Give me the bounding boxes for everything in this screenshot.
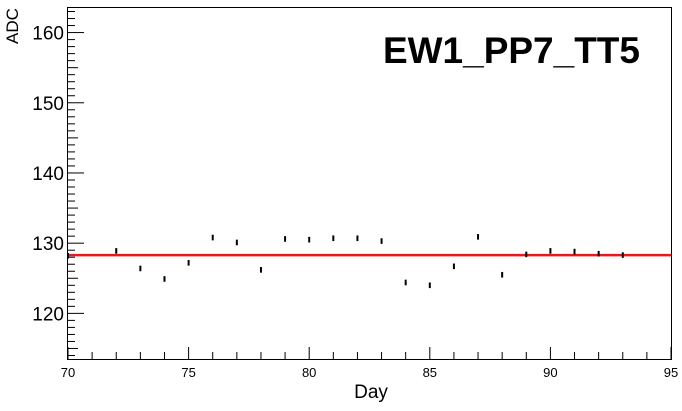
y-tick-label: 140 [32,164,64,185]
x-tick-label: 85 [423,365,437,380]
plot-frame [67,7,672,360]
y-tick-label: 150 [32,94,64,115]
x-axis: 70 75 80 85 90 95 [61,347,678,380]
y-axis-label: ADC [3,8,22,44]
x-tick-label: 80 [302,365,316,380]
y-tick-label: 130 [32,234,64,255]
x-tick-label: 90 [543,365,557,380]
y-tick-label: 120 [32,304,64,325]
x-tick-label: 70 [61,365,75,380]
y-axis: 120 130 140 150 160 [32,11,84,356]
y-tick-label: 160 [32,24,64,45]
data-points [67,234,624,289]
x-tick-label: 75 [181,365,195,380]
x-tick-label: 95 [664,365,678,380]
x-axis-label: Day [354,382,388,403]
chart-title: EW1_PP7_TT5 [383,30,640,71]
